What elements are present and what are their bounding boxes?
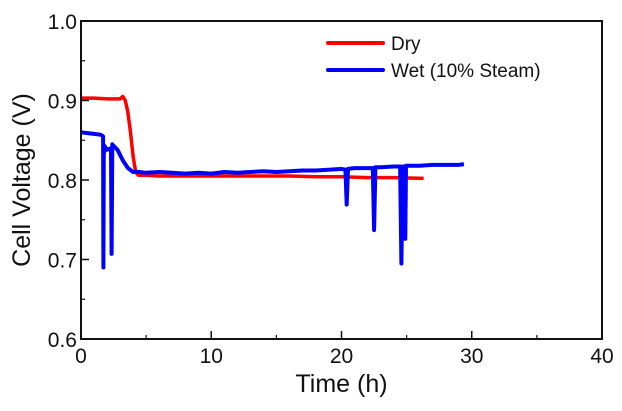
tick-labels: 0 10 20 30 40 0.6 0.7 0.8 0.9 1.0: [48, 11, 614, 368]
ticks-layer: [80, 20, 603, 340]
y-axis-label: Cell Voltage (V): [8, 93, 36, 267]
y-tick-label: 1.0: [48, 11, 77, 34]
y-tick-label: 0.8: [48, 170, 77, 193]
y-tick-label: 0.9: [48, 91, 77, 114]
x-tick-label: 20: [330, 345, 353, 368]
x-tick-label: 0: [75, 345, 87, 368]
legend: Dry Wet (10% Steam): [326, 34, 541, 82]
series-line-dry: [81, 94, 424, 181]
series-line-wet: [80, 130, 465, 270]
x-tick-label: 40: [590, 345, 613, 368]
x-tick-label: 10: [200, 345, 223, 368]
series-layer: [80, 94, 465, 270]
y-tick-label: 0.7: [48, 250, 77, 273]
legend-label-wet: Wet (10% Steam): [391, 61, 541, 82]
legend-label-dry: Dry: [391, 34, 421, 55]
x-tick-label: 30: [460, 345, 483, 368]
y-tick-label: 0.6: [48, 329, 77, 352]
x-axis-label: Time (h): [295, 370, 387, 398]
